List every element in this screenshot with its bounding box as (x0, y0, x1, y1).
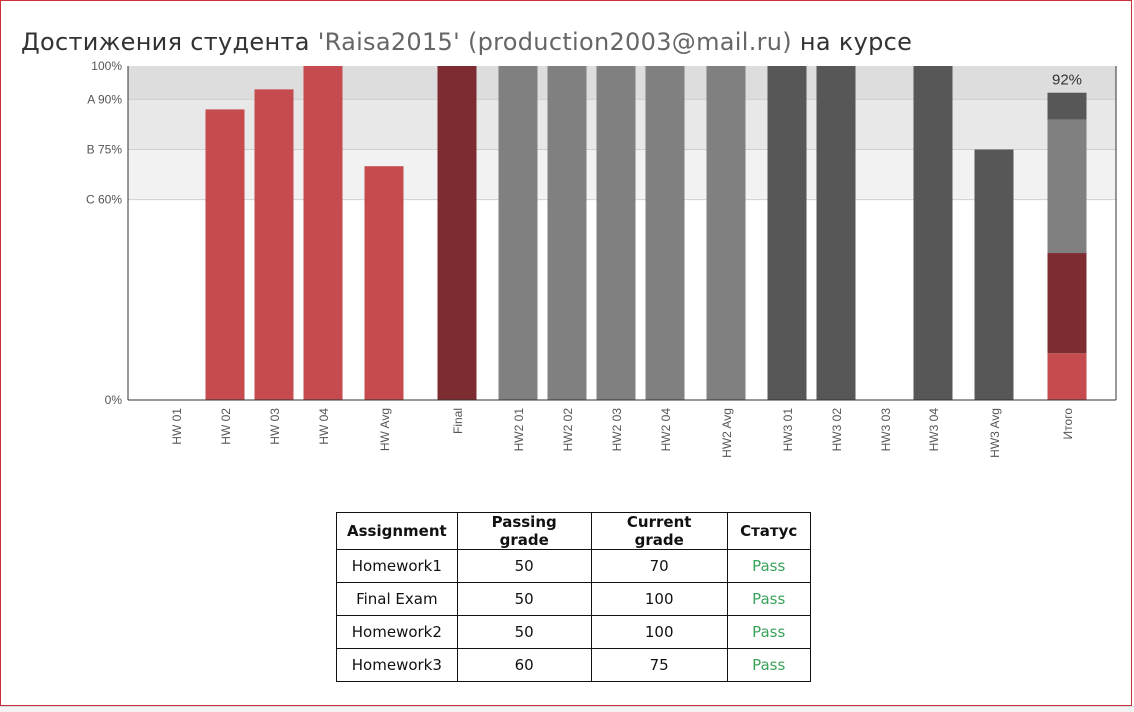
bar (303, 66, 343, 400)
header-assignment: Assignment (336, 512, 458, 550)
x-tick-label: HW2 01 (512, 408, 526, 452)
bar (254, 89, 294, 400)
chart-bars: 92% (205, 66, 1087, 401)
bar (437, 66, 477, 400)
x-tick-label: Final (451, 408, 465, 434)
x-tick-label: HW3 02 (830, 408, 844, 452)
x-axis: HW 01 HW 02 HW 03 HW 04 HW Avg Final HW2 01 HW2… (128, 399, 1116, 458)
y-tick-label: C 60% (86, 193, 122, 207)
table-row: Homework1 50 70 Pass (336, 549, 811, 583)
bar (364, 166, 404, 400)
cell-current-grade: 100 (590, 582, 728, 616)
x-tick-label: Итого (1061, 408, 1075, 440)
grades-chart: 92% 0%C 60%B 75%A 90%100% HW 01 HW 02 HW 0… (86, 59, 1117, 458)
cell-status: Pass (726, 549, 811, 583)
table-row: Final Exam 50 100 Pass (336, 582, 811, 616)
table-row: Homework3 60 75 Pass (336, 648, 811, 682)
header-current-grade: Current grade (590, 512, 728, 550)
x-tick-label: HW 01 (170, 408, 184, 445)
x-tick-label: HW3 Avg (988, 408, 1002, 458)
cell-current-grade: 70 (590, 549, 728, 583)
grades-table: Assignment Passing grade Current grade С… (336, 512, 811, 682)
x-tick-label: HW2 04 (659, 408, 673, 452)
page-title: Достижения студента 'Raisa2015' (product… (21, 28, 912, 56)
x-tick-label: HW3 01 (781, 408, 795, 452)
bar (816, 66, 856, 400)
cell-assignment: Final Exam (336, 582, 458, 616)
y-tick-label: B 75% (87, 143, 123, 157)
bar (547, 66, 587, 400)
title-suffix: на курсе (799, 28, 913, 56)
cell-status: Pass (726, 582, 811, 616)
x-tick-label: HW3 04 (927, 408, 941, 452)
cell-passing-grade: 50 (456, 549, 592, 583)
y-axis: 0% C 60% B 75% A 90% 100% (86, 59, 1117, 407)
total-segment (1047, 353, 1087, 400)
x-tick-label: HW2 02 (561, 408, 575, 452)
bar (498, 66, 538, 400)
cell-current-grade: 100 (590, 615, 728, 649)
header-passing-grade: Passing grade (456, 512, 592, 550)
cell-current-grade: 75 (590, 648, 728, 682)
bar (913, 66, 953, 400)
x-tick-label: HW2 Avg (720, 408, 734, 458)
cell-assignment: Homework3 (336, 648, 458, 682)
title-user: 'Raisa2015' (production2003@mail.ru) (317, 28, 792, 56)
table-header-row: Assignment Passing grade Current grade С… (336, 512, 811, 550)
total-segment (1047, 253, 1087, 354)
bar (596, 66, 636, 400)
bar (974, 149, 1014, 400)
cell-assignment: Homework1 (336, 549, 458, 583)
cell-status: Pass (726, 648, 811, 682)
bar (706, 66, 746, 400)
cell-assignment: Homework2 (336, 615, 458, 649)
bottom-divider (0, 706, 1134, 712)
cell-passing-grade: 50 (456, 582, 592, 616)
x-tick-label: HW 04 (317, 408, 331, 445)
table-row: Homework2 50 100 Pass (336, 615, 811, 649)
header-status: Статус (726, 512, 811, 550)
x-tick-label: HW3 03 (879, 408, 893, 452)
y-tick-label: 0% (105, 393, 123, 407)
bar (645, 66, 685, 400)
y-tick-label: 100% (91, 59, 122, 73)
x-tick-label: HW Avg (378, 408, 392, 451)
cell-passing-grade: 60 (456, 648, 592, 682)
y-tick-label: A 90% (87, 92, 122, 106)
cell-status: Pass (726, 615, 811, 649)
bar (205, 109, 245, 401)
total-segment (1047, 92, 1087, 120)
cell-passing-grade: 50 (456, 615, 592, 649)
total-label: 92% (1052, 72, 1082, 89)
x-tick-label: HW 03 (268, 408, 282, 445)
x-tick-label: HW2 03 (610, 408, 624, 452)
x-tick-label: HW 02 (219, 408, 233, 445)
bar (767, 66, 807, 400)
title-prefix: Достижения студента (21, 28, 310, 56)
total-segment (1047, 119, 1087, 254)
